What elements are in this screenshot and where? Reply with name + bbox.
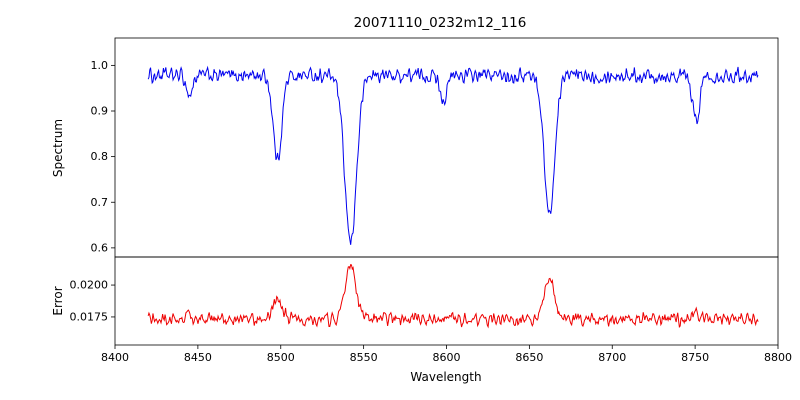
x-axis-label: Wavelength (410, 370, 481, 384)
x-tick-label: 8500 (267, 351, 295, 364)
spectrum-line (147, 65, 759, 245)
y-tick-label: 0.0175 (70, 310, 109, 323)
y-tick-label: 0.9 (91, 105, 109, 118)
y-axis-label-spectrum: Spectrum (51, 119, 65, 177)
error-line (147, 263, 759, 329)
x-tick-label: 8550 (350, 351, 378, 364)
x-tick-label: 8700 (598, 351, 626, 364)
x-tick-label: 8600 (433, 351, 461, 364)
y-tick-label: 0.6 (91, 241, 109, 254)
x-tick-label: 8450 (184, 351, 212, 364)
panel-border (114, 256, 779, 346)
x-tick-label: 8750 (681, 351, 709, 364)
y-tick-label: 0.8 (91, 150, 109, 163)
y-axis-label-error: Error (51, 286, 65, 315)
x-tick-label: 8400 (101, 351, 129, 364)
y-tick-label: 0.0200 (70, 279, 109, 292)
plot-layers: 1.0 0.9 0.8 0.7 0.6 0.0200 0.0175 8400 8450 8500 8… (70, 37, 792, 364)
x-tick-label: 8650 (515, 351, 543, 364)
y-tick-label: 0.7 (91, 196, 109, 209)
chart-title: 20071110_0232m12_116 (354, 15, 527, 31)
y-tick-label: 1.0 (91, 59, 109, 72)
x-tick-label: 8800 (764, 351, 792, 364)
